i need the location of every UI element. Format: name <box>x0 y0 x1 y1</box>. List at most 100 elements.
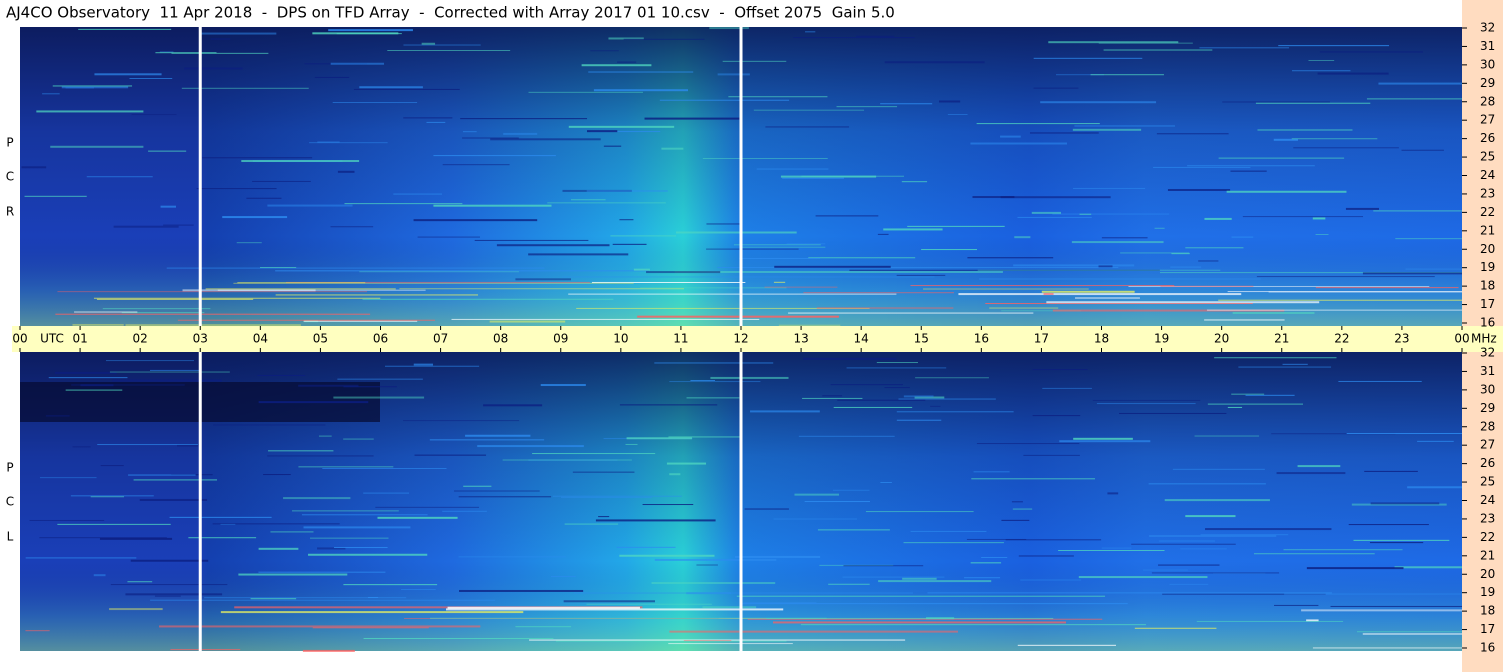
freq-tick-label: 17 <box>1480 622 1495 636</box>
streak <box>1364 470 1418 472</box>
streak <box>188 537 257 539</box>
streak <box>833 489 870 491</box>
streak <box>332 102 418 104</box>
streak <box>1101 547 1132 549</box>
streak <box>674 270 1003 273</box>
streak <box>1172 468 1265 470</box>
streak <box>773 518 858 520</box>
streak <box>465 434 531 437</box>
streak <box>1156 133 1229 135</box>
streak <box>72 446 91 448</box>
streak <box>1074 125 1175 127</box>
streak <box>686 397 740 399</box>
streak <box>308 553 428 556</box>
streak <box>836 106 898 108</box>
streak <box>403 44 481 46</box>
streak <box>55 313 371 315</box>
time-axis: 00 01 02 03 04 05 06 07 08 09 10 11 12 13 14 15 16 17 18 19… <box>12 326 1497 352</box>
streak <box>568 293 897 295</box>
freq-tick-label: 16 <box>1480 641 1495 655</box>
polarization-letter: C <box>6 495 14 509</box>
streak <box>1257 129 1353 131</box>
streak <box>1018 555 1074 557</box>
streak <box>989 307 1059 309</box>
streak <box>301 514 428 516</box>
streak <box>668 643 793 645</box>
streak <box>50 145 144 148</box>
freq-tick-label: 25 <box>1480 475 1495 489</box>
streak <box>160 205 177 208</box>
streak <box>1096 403 1196 405</box>
streak <box>1338 380 1422 382</box>
streak <box>93 574 106 577</box>
streak <box>45 415 70 417</box>
streak <box>233 282 634 284</box>
streak <box>515 626 572 628</box>
streak <box>169 516 272 518</box>
streak <box>442 164 510 166</box>
streak <box>816 307 954 309</box>
streak <box>270 531 314 533</box>
streak <box>590 131 661 133</box>
streak <box>883 228 943 231</box>
streak <box>1151 572 1280 574</box>
streak <box>171 52 269 54</box>
streak <box>1167 188 1231 191</box>
streak <box>765 126 850 128</box>
streak <box>747 618 1103 620</box>
time-tick-label: 22 <box>1334 332 1349 346</box>
time-tick-label: 20 <box>1214 332 1229 346</box>
streak <box>99 537 173 540</box>
streak <box>878 580 992 583</box>
streak <box>586 190 668 192</box>
streak <box>1046 301 1320 304</box>
streak <box>246 197 282 199</box>
streak <box>309 142 388 144</box>
streak <box>57 291 368 293</box>
streak <box>619 219 634 221</box>
streak <box>735 555 821 558</box>
streak <box>275 270 649 272</box>
streak <box>1119 412 1227 414</box>
streak <box>181 87 309 89</box>
streak <box>258 547 299 550</box>
streak <box>637 315 839 318</box>
streak <box>902 577 937 580</box>
streak <box>702 606 757 609</box>
streak <box>808 257 916 259</box>
streak <box>1274 604 1319 606</box>
streak <box>343 438 374 440</box>
streak <box>39 477 97 479</box>
streak <box>1131 543 1236 545</box>
freq-tick-label: 19 <box>1480 260 1495 274</box>
streak <box>830 384 903 386</box>
streak <box>973 471 1010 473</box>
streak <box>150 599 496 601</box>
streak <box>696 564 718 566</box>
streak <box>910 285 1175 287</box>
freq-tick-label: 29 <box>1480 76 1495 90</box>
streak <box>359 86 423 89</box>
streak <box>130 559 209 562</box>
streak <box>1200 534 1289 536</box>
streak <box>1073 437 1133 440</box>
streak <box>263 474 291 476</box>
streak <box>1134 627 1217 629</box>
streak <box>102 308 211 310</box>
streak <box>1204 217 1232 220</box>
streak <box>1369 542 1424 544</box>
freq-tick-label: 24 <box>1480 168 1495 182</box>
streak <box>403 420 520 422</box>
streak <box>880 103 933 105</box>
streak <box>1297 465 1341 468</box>
streak <box>322 468 447 470</box>
streak <box>353 88 460 90</box>
streak <box>563 600 656 603</box>
spectrogram-panel: R C P 16 17 18 19 20 21 22 23 24 25 26 27 28 29 30 31 32 <box>6 21 1495 330</box>
streak <box>462 131 477 133</box>
streak <box>170 649 241 651</box>
streak <box>788 312 1034 314</box>
streak <box>977 269 1221 271</box>
streak <box>57 523 171 525</box>
streak <box>800 624 1146 626</box>
